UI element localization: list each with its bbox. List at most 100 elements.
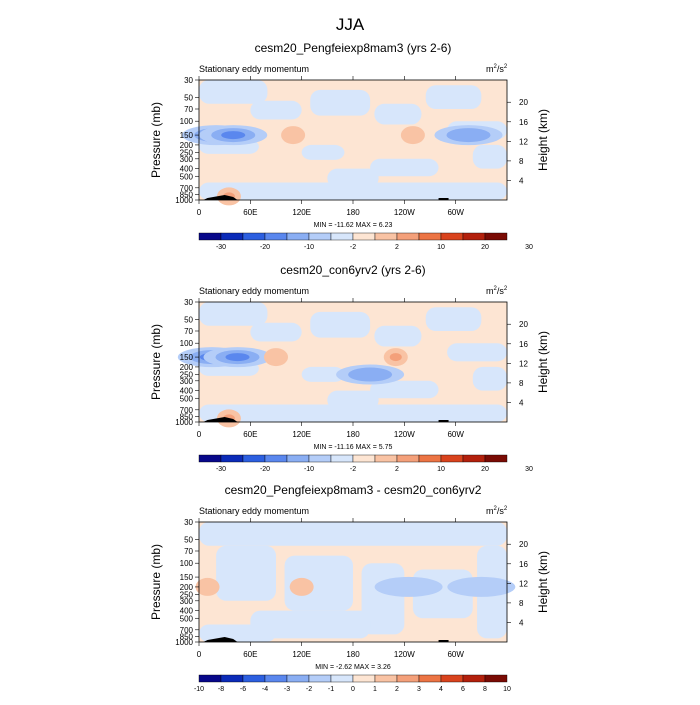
y-tick-label: 70 [184,105,193,114]
contour-region [199,182,507,200]
contour-region [250,610,371,639]
colorbar-label: -30 [216,466,226,473]
y-tick-label: 250 [180,591,194,600]
y-tick-label: 200 [180,583,194,592]
y-tick-label: 500 [180,394,194,403]
y-tick-label: 300 [180,155,194,164]
y-tick-label: 150 [180,353,194,362]
colorbar-box [264,674,288,683]
contour-region [199,302,268,326]
topography [203,417,238,422]
colorbar-box [440,232,464,241]
y-tick-label: 850 [180,190,194,199]
y-right-tick-label: 16 [519,340,528,349]
colorbar-box [220,674,244,683]
contour-region [301,366,345,382]
y-axis-right-label: Height (km) [536,551,550,613]
contour-region [472,366,507,391]
topography [438,420,449,422]
contour-region [425,307,482,331]
y-axis-right-label: Height (km) [536,109,550,171]
colorbar-box [396,674,420,683]
colorbar-label: 20 [481,466,489,473]
colorbar-box [308,674,332,683]
colorbar-label: 1 [373,686,377,693]
contour-region [447,343,507,362]
contour-feature [225,353,250,362]
y-tick-label: 30 [184,518,193,527]
y-tick-label: 50 [184,93,193,102]
x-tick-label: 60E [243,650,257,659]
colorbar-label: 4 [439,686,443,693]
colorbar-label: 8 [483,686,487,693]
colorbar-box [484,674,508,683]
colorbar-box [198,232,222,241]
contour-region [250,100,302,120]
colorbar-box [440,674,464,683]
colorbar-label: -20 [260,244,270,251]
x-tick-label: 60E [243,430,257,439]
colorbar-box [198,674,222,683]
colorbar-label: 10 [503,686,511,693]
y-tick-label: 1000 [175,638,193,647]
y-tick-label: 150 [180,573,194,582]
chart-subtitle: Stationary eddy momentum [199,506,309,516]
colorbar-box [462,454,486,463]
colorbar-box [286,454,310,463]
colorbar-label: 2 [395,244,399,251]
contour-region [370,380,439,399]
colorbar-label: -2 [350,244,356,251]
y-right-tick-label: 20 [519,320,528,329]
colorbar-box [396,232,420,241]
y-tick-label: 30 [184,76,193,85]
contour-region [472,144,507,169]
colorbar-label: -3 [284,686,290,693]
contour-region [374,103,422,125]
x-tick-label: 120W [394,208,415,217]
contour-feature [195,577,220,596]
y-tick-label: 200 [180,363,194,372]
x-tick-label: 180 [346,430,360,439]
colorbar-box [330,454,354,463]
y-right-tick-label: 8 [519,379,524,388]
chart-subtitle: Stationary eddy momentum [199,64,309,74]
colorbar-label: 2 [395,466,399,473]
y-tick-label: 1000 [175,418,193,427]
colorbar-label: 3 [417,686,421,693]
x-tick-label: 0 [197,208,202,217]
y-tick-label: 70 [184,327,193,336]
colorbar-label: 20 [481,244,489,251]
y-right-tick-label: 12 [519,359,528,368]
x-tick-label: 120E [292,430,311,439]
minmax-text: MIN = -2.62 MAX = 3.26 [315,664,391,671]
x-tick-label: 60W [447,208,464,217]
y-right-tick-label: 8 [519,157,524,166]
colorbar-box [308,454,332,463]
colorbar-box [220,232,244,241]
y-tick-label: 300 [180,597,194,606]
colorbar-box [418,232,442,241]
colorbar-box [242,454,266,463]
colorbar-label: 6 [461,686,465,693]
contour-feature [348,367,393,382]
colorbar-label: -6 [240,686,246,693]
colorbar-label: -4 [262,686,268,693]
contour-feature [446,128,491,143]
y-tick-label: 250 [180,149,194,158]
x-tick-label: 120E [292,650,311,659]
contour-region [374,325,422,347]
colorbar-label: -10 [194,686,204,693]
contour-region [310,311,371,338]
contour-region [301,144,345,160]
colorbar-label: -10 [304,466,314,473]
y-tick-label: 100 [180,117,194,126]
colorbar-label: -1 [328,686,334,693]
chart-panel-3: cesm20_Pengfeiexp8mam3 - cesm20_con6yrv2… [149,483,550,693]
contour-region [199,404,507,422]
y-tick-label: 700 [180,626,194,635]
contour-region [310,89,371,116]
contour-region [216,545,276,601]
x-tick-label: 60E [243,208,257,217]
y-tick-label: 70 [184,547,193,556]
